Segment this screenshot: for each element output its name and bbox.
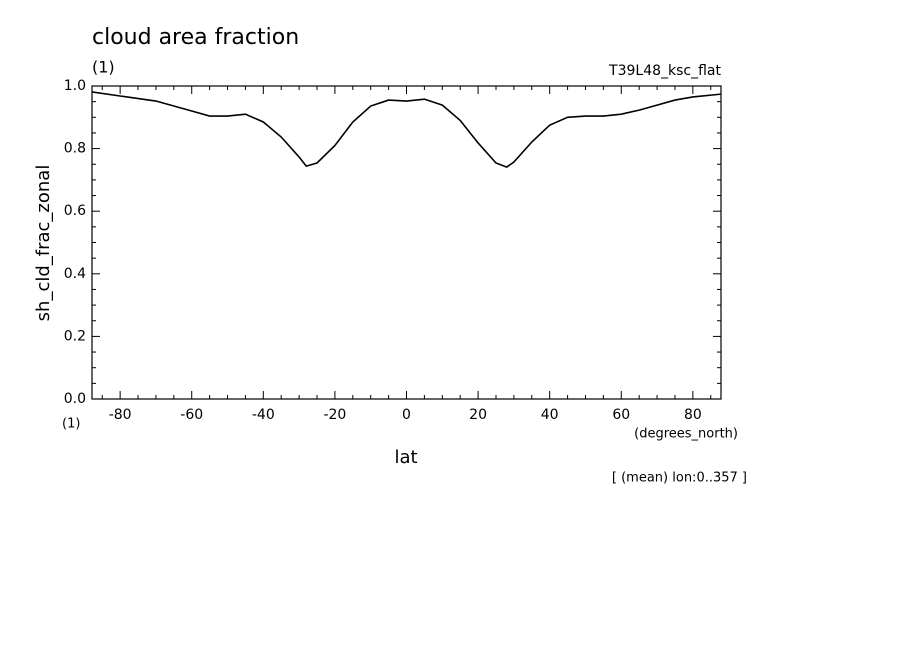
x-tick-label: 40 (541, 407, 559, 423)
y-unit: (1) (62, 417, 80, 432)
y-tick-label: 0.4 (64, 266, 86, 282)
x-unit: (degrees_north) (634, 427, 738, 442)
y-tick-label: 0.8 (64, 141, 86, 157)
x-tick-label: 80 (684, 407, 702, 423)
y-tick-label: 1.0 (64, 78, 86, 94)
y-tick-label: 0.6 (64, 203, 86, 219)
x-tick-label: 20 (469, 407, 487, 423)
subtitle: T39L48_ksc_flat (608, 63, 721, 79)
y-tick-label: 0.2 (64, 328, 86, 344)
x-tick-label: -20 (323, 407, 346, 423)
chart-title: cloud area fraction (92, 25, 299, 50)
x-tick-label: -80 (109, 407, 132, 423)
title-unit: (1) (92, 58, 115, 77)
y-tick-label: 0.0 (64, 391, 86, 407)
x-axis-label: lat (394, 447, 417, 468)
x-tick-label: 0 (402, 407, 411, 423)
x-tick-label: -60 (180, 407, 203, 423)
y-axis-label: sh_cld_frac_zonal (33, 165, 54, 322)
x-tick-label: 60 (612, 407, 630, 423)
plot-frame (91, 85, 722, 400)
x-tick-label: -40 (252, 407, 275, 423)
line-series (91, 91, 722, 168)
annotation: [ (mean) lon:0..357 ] (612, 471, 747, 486)
